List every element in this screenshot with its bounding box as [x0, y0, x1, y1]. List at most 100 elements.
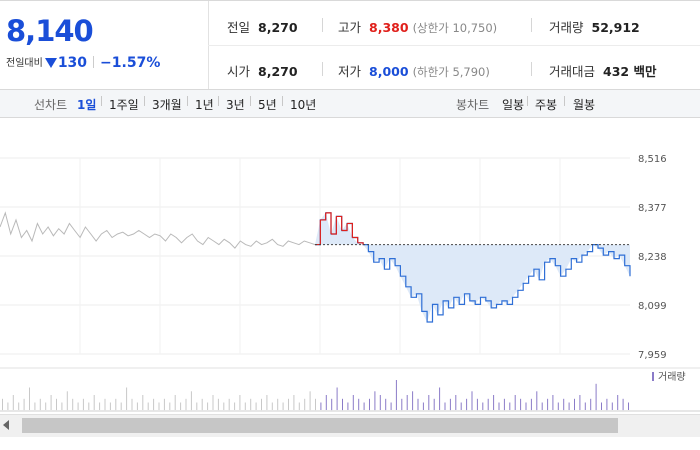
volume-bar — [606, 398, 608, 411]
volume-bar — [493, 395, 495, 410]
volume-bar — [288, 398, 289, 411]
volume-bar — [82, 398, 84, 411]
volume-bar — [169, 402, 171, 410]
volume-bar — [406, 395, 408, 410]
stat-amount: 거래대금 432 백만 — [549, 61, 656, 80]
tab-5-years[interactable]: 5년 — [258, 98, 277, 112]
stat-amount-label: 거래대금 — [549, 64, 596, 79]
volume-bar — [190, 391, 192, 411]
volume-bar — [584, 402, 586, 410]
y-tick-label: 7,959 — [638, 350, 667, 361]
scrollbar-thumb[interactable] — [22, 418, 618, 433]
volume-bar — [541, 402, 543, 410]
series-up-segment — [331, 216, 337, 235]
series-up-segment — [320, 212, 327, 221]
chart-scrollbar[interactable] — [0, 414, 700, 437]
volume-bar — [611, 402, 613, 410]
stat-volume-label: 거래량 — [549, 20, 584, 35]
stat-open: 시가 8,270 — [227, 61, 298, 80]
volume-bar — [174, 395, 176, 410]
volume-bar — [39, 398, 41, 411]
series-up-segment — [347, 222, 353, 238]
volume-bar — [277, 398, 279, 411]
tab-1-year[interactable]: 1년 — [195, 98, 214, 112]
volume-bar — [12, 395, 14, 410]
volume-bar — [514, 395, 516, 410]
divider — [527, 96, 528, 106]
volume-bar — [395, 380, 397, 410]
volume-bar — [153, 398, 155, 411]
volume-bar — [196, 402, 198, 410]
volume-bar — [261, 398, 262, 411]
volume-bar — [466, 398, 468, 411]
scroll-left-arrow-icon[interactable] — [3, 420, 9, 430]
y-tick-label: 8,516 — [638, 154, 667, 165]
volume-bar — [158, 402, 160, 410]
volume-bar — [266, 395, 268, 410]
tab-daily-candle[interactable]: 일봉 — [502, 98, 525, 112]
volume-bar — [439, 387, 441, 410]
volume-bar — [422, 402, 424, 410]
volume-bar — [104, 398, 106, 411]
divider — [531, 62, 532, 76]
tab-1-day[interactable]: 1일 — [77, 98, 97, 112]
change-percent: −1.57% — [100, 55, 161, 71]
volume-bar — [282, 402, 284, 410]
volume-bar — [93, 395, 95, 410]
volume-bar — [487, 398, 489, 411]
down-arrow-icon — [44, 58, 57, 68]
volume-bars — [2, 380, 629, 411]
volume-bar — [120, 402, 122, 410]
series-up-segment — [341, 223, 348, 232]
tab-10-years[interactable]: 10년 — [290, 98, 317, 112]
volume-bar — [369, 398, 370, 411]
volume-bar — [109, 402, 111, 410]
volume-bar — [390, 402, 392, 410]
stat-open-label: 시가 — [227, 64, 251, 79]
volume-bar — [72, 398, 74, 411]
change-value: 130 — [57, 55, 88, 71]
volume-bar — [201, 398, 203, 411]
tab-3-years[interactable]: 3년 — [226, 98, 245, 112]
volume-bar — [271, 402, 273, 410]
volume-bar — [298, 402, 300, 410]
stat-amount-value: 432 백만 — [603, 64, 657, 79]
tab-weekly-candle[interactable]: 주봉 — [535, 98, 558, 112]
change-label: 전일대비 — [6, 58, 43, 69]
divider — [250, 96, 251, 106]
price-chart: 8,516 8,377 8,238 8,099 7,959 거래량 — [0, 154, 700, 412]
volume-bar — [520, 398, 522, 411]
volume-bar — [320, 402, 322, 410]
tab-3-months[interactable]: 3개월 — [152, 98, 182, 112]
volume-bar — [315, 398, 316, 411]
tab-monthly-candle[interactable]: 월봉 — [573, 98, 596, 112]
row-divider — [208, 45, 700, 46]
price-box: 8,140 전일대비 130 −1.57% — [0, 1, 209, 89]
stat-prev-value: 8,270 — [258, 20, 298, 35]
volume-bar — [563, 398, 565, 411]
volume-bar — [547, 398, 549, 411]
divider — [187, 96, 188, 106]
volume-bar — [244, 402, 246, 410]
volume-bar — [552, 395, 554, 410]
y-tick-label: 8,099 — [638, 301, 667, 312]
volume-legend-marker — [652, 372, 654, 381]
volume-bar — [617, 395, 619, 410]
stat-volume-value: 52,912 — [591, 20, 640, 35]
volume-bar — [163, 398, 165, 411]
volume-bar — [622, 398, 624, 411]
current-price: 8,140 — [6, 14, 94, 48]
tab-1-week[interactable]: 1주일 — [109, 98, 139, 112]
volume-bar — [239, 395, 241, 410]
volume-bar — [99, 402, 101, 410]
volume-bar — [142, 395, 144, 410]
stat-high: 고가 8,380 (상한가 10,750) — [338, 17, 497, 36]
series-up-segment — [357, 242, 364, 245]
chart-tab-bar: 선차트 1일 1주일 3개월 1년 3년 5년 10년 봉차트 일봉 주봉 월봉 — [0, 90, 700, 118]
volume-bar — [595, 383, 597, 411]
volume-bar — [180, 402, 182, 410]
volume-bar — [536, 391, 538, 411]
series-up-segment — [325, 212, 332, 235]
divider — [564, 96, 565, 106]
volume-bar — [433, 398, 435, 411]
